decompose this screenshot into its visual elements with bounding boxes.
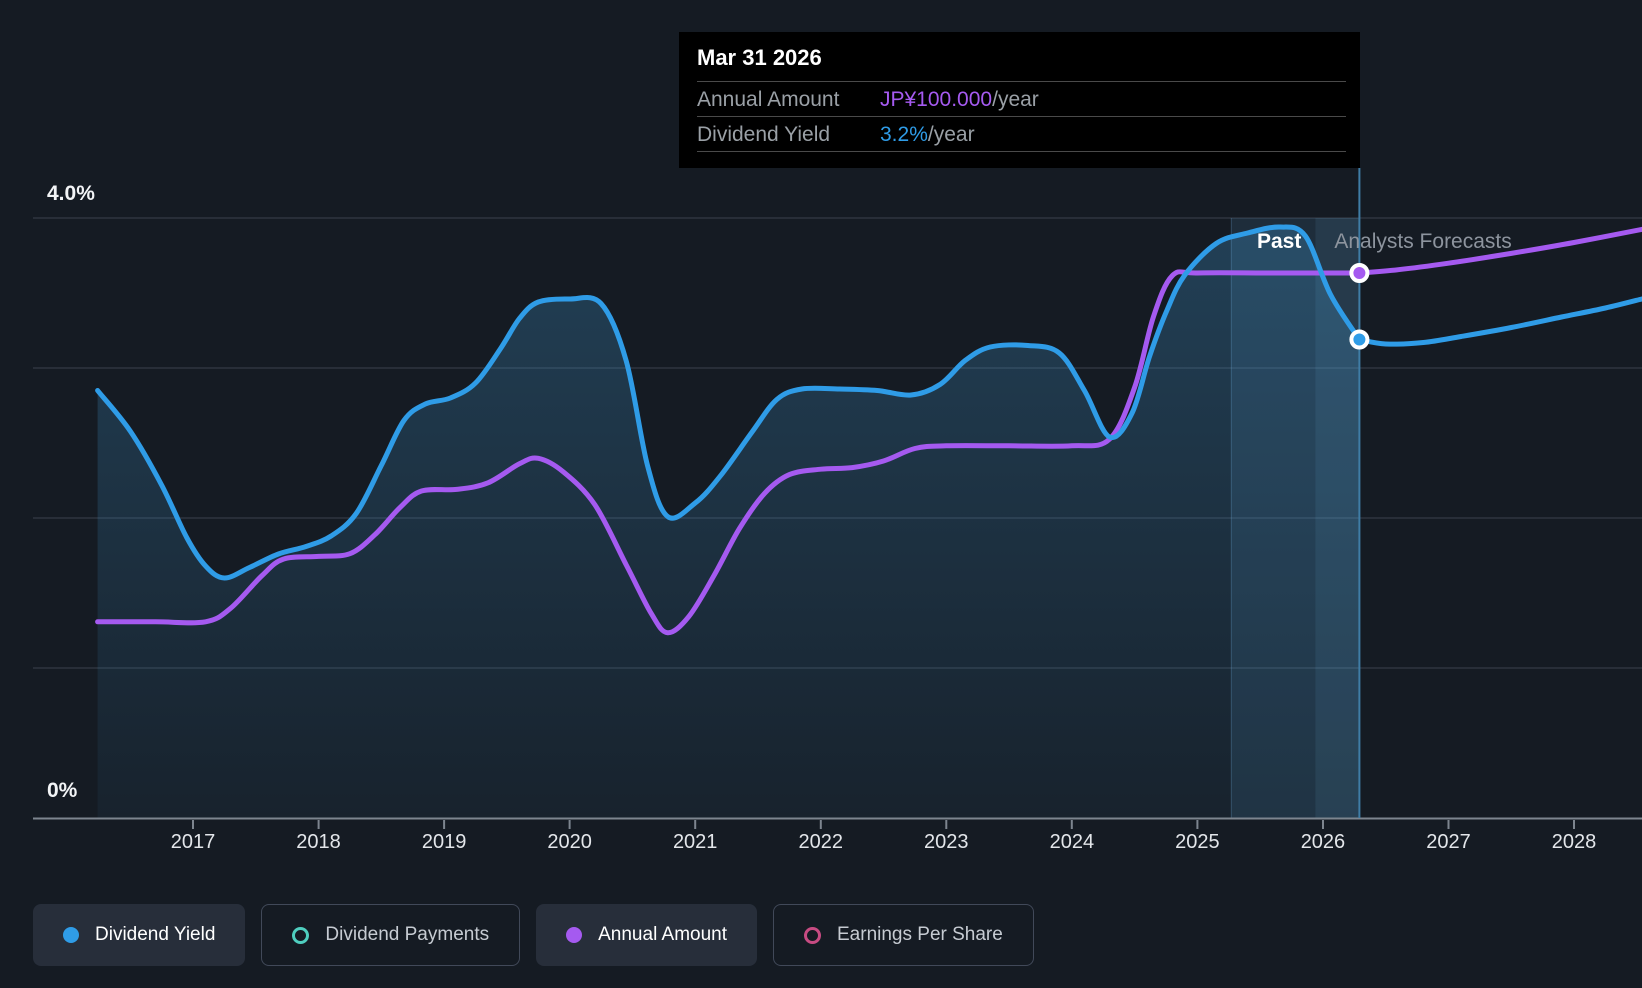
legend-item-dividend-yield[interactable]: Dividend Yield	[33, 904, 246, 966]
tooltip-label: Annual Amount	[697, 88, 840, 111]
x-axis-label-2019: 2019	[421, 831, 467, 853]
y-axis-label-top: 4.0%	[47, 182, 95, 205]
x-axis-label-2027: 2027	[1426, 831, 1471, 853]
tooltip-date: Mar 31 2026	[697, 32, 1346, 82]
analysts-forecasts-label: Analysts Forecasts	[1334, 230, 1512, 253]
legend-marker-icon	[292, 926, 310, 944]
x-axis-label-2025: 2025	[1175, 831, 1220, 853]
tooltip-suffix: /year	[927, 123, 975, 146]
x-axis-label-2022: 2022	[798, 831, 844, 853]
highlight-band-bright	[1315, 218, 1360, 818]
tooltip-row-annual-amount: Annual Amount JP¥100.000/year	[697, 82, 1346, 117]
x-axis-label-2023: 2023	[924, 831, 969, 853]
dividend-yield-marker[interactable]	[1349, 329, 1370, 350]
legend-label: Annual Amount	[598, 924, 727, 945]
x-axis-label-2017: 2017	[170, 831, 216, 853]
legend-marker-icon	[63, 927, 79, 943]
dividend-yield-line-forecast	[1356, 296, 1642, 347]
x-axis-label-2028: 2028	[1551, 831, 1597, 853]
x-axis-label-2021: 2021	[672, 831, 718, 853]
highlight-band	[1231, 218, 1360, 818]
y-axis-label-bottom: 0%	[47, 779, 78, 802]
tooltip-row-dividend-yield: Dividend Yield 3.2%/year	[697, 117, 1346, 152]
x-axis-label-2026: 2026	[1300, 831, 1346, 853]
legend: Dividend Yield Dividend Payments Annual Am…	[33, 904, 1034, 966]
legend-label: Dividend Yield	[95, 924, 216, 945]
legend-label: Dividend Payments	[325, 924, 490, 945]
tooltip-value: 3.2%	[880, 123, 928, 146]
legend-marker-icon	[566, 927, 583, 943]
tooltip: Mar 31 2026 Annual Amount JP¥100.000/year…	[679, 32, 1360, 168]
legend-item-dividend-payments[interactable]: Dividend Payments	[261, 904, 521, 966]
annual-amount-marker[interactable]	[1349, 263, 1370, 283]
tooltip-suffix: /year	[992, 88, 1039, 111]
x-axis-label-2024: 2024	[1049, 831, 1095, 853]
legend-item-annual-amount[interactable]: Annual Amount	[536, 904, 757, 966]
dividend-yield-area	[97, 226, 1360, 819]
tooltip-value: JP¥100.000	[880, 88, 993, 111]
dividend-yield-line-past	[95, 224, 1362, 581]
legend-marker-icon	[804, 926, 821, 944]
legend-item-earnings-per-share[interactable]: Earnings Per Share	[773, 904, 1034, 966]
past-label: Past	[1257, 230, 1302, 253]
x-axis-label-2020: 2020	[547, 831, 592, 853]
x-axis-label-2018: 2018	[296, 831, 341, 853]
annual-amount-line-forecast	[1356, 226, 1642, 276]
legend-label: Earnings Per Share	[837, 924, 1003, 945]
x-axis-labels: 2017 2018 2019 2020 2021 2022 2023 2024 2025 2026…	[0, 831, 1642, 857]
tooltip-label: Dividend Yield	[697, 123, 831, 146]
